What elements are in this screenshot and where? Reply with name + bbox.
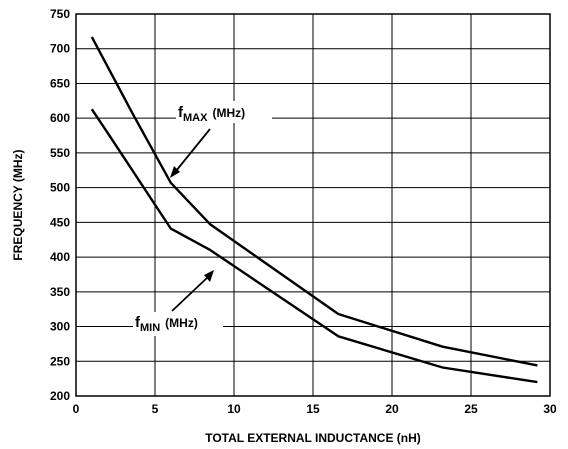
y-tick-label: 750 xyxy=(50,7,70,21)
fmin-label-units: (MHz) xyxy=(165,316,198,330)
y-tick-label: 400 xyxy=(50,250,70,264)
y-tick-label: 450 xyxy=(50,215,70,229)
fmax-series-line xyxy=(90,36,538,367)
y-tick-label: 500 xyxy=(50,181,70,195)
tick-labels: 200 250 300 350 400 450 500 550 600 650 700 750 0 5 10… xyxy=(50,7,557,416)
x-tick-label: 0 xyxy=(73,402,80,416)
y-tick-label: 250 xyxy=(50,354,70,368)
fmax-arrow-line xyxy=(175,128,211,172)
fmax-label: fMAX (MHz) xyxy=(178,104,245,124)
y-axis-title: FREQUENCY (MHz) xyxy=(11,149,25,260)
x-tick-label: 25 xyxy=(464,402,478,416)
fmax-label-units: (MHz) xyxy=(212,106,245,120)
fmin-label-sub: MIN xyxy=(140,322,160,334)
fmin-label: fMIN (MHz) xyxy=(135,314,198,334)
y-tick-label: 350 xyxy=(50,285,70,299)
y-tick-label: 600 xyxy=(50,111,70,125)
x-axis-title: TOTAL EXTERNAL INDUCTANCE (nH) xyxy=(205,431,421,445)
fmin-series-line xyxy=(90,108,538,384)
fmin-label-background xyxy=(133,312,223,336)
fmax-label-sub: MAX xyxy=(183,112,208,124)
x-tick-label: 10 xyxy=(227,402,241,416)
x-tick-label: 5 xyxy=(152,402,159,416)
y-tick-label: 650 xyxy=(50,76,70,90)
fmin-label-main: f xyxy=(135,314,141,331)
fmax-label-background xyxy=(176,101,272,123)
fmax-annotation: fMAX (MHz) xyxy=(170,101,272,178)
y-tick-label: 550 xyxy=(50,146,70,160)
y-tick-label: 700 xyxy=(50,42,70,56)
plot-frame xyxy=(75,13,551,397)
x-tick-label: 15 xyxy=(306,402,320,416)
fmax-label-main: f xyxy=(178,104,184,121)
fmin-annotation: fMIN (MHz) xyxy=(133,270,223,336)
fmax-arrowhead xyxy=(170,166,180,178)
series-lines xyxy=(90,36,538,384)
chart-grid xyxy=(75,13,551,397)
x-tick-label: 20 xyxy=(385,402,399,416)
fmin-arrow-line xyxy=(171,276,209,312)
x-tick-label: 30 xyxy=(543,402,557,416)
y-tick-label: 300 xyxy=(50,320,70,334)
y-tick-label: 200 xyxy=(50,389,70,403)
fmin-arrowhead xyxy=(204,270,214,282)
